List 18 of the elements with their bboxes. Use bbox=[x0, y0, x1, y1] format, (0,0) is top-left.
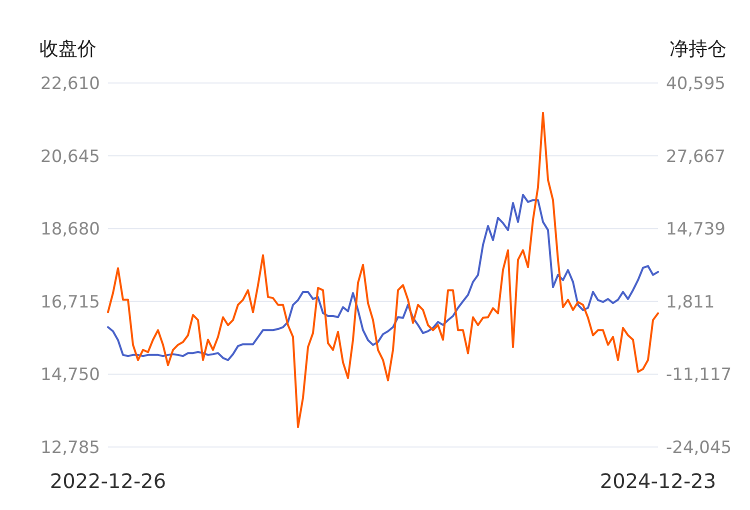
y2-tick-label: 1,811 bbox=[666, 292, 715, 312]
y-tick-label: 18,680 bbox=[40, 220, 100, 240]
y2-tick-label: -11,117 bbox=[666, 365, 732, 386]
y-axis-title: 收盘价 bbox=[40, 38, 96, 60]
y-tick-label: 22,610 bbox=[40, 74, 100, 94]
line-series bbox=[107, 194, 659, 362]
x-tick-label: 2022-12-26 bbox=[50, 469, 166, 493]
line-series bbox=[107, 112, 659, 428]
y2-tick-label: 14,739 bbox=[666, 220, 726, 240]
y-tick-label: 20,645 bbox=[40, 146, 100, 167]
y-tick-label: 16,715 bbox=[40, 292, 100, 312]
y2-tick-label: 40,595 bbox=[666, 74, 726, 94]
x-tick-label: 2024-12-23 bbox=[600, 469, 716, 493]
y-tick-label: 12,785 bbox=[40, 438, 100, 458]
y2-axis-title: 净持仓 bbox=[670, 38, 726, 60]
y2-tick-label: -24,045 bbox=[666, 438, 732, 458]
y-tick-label: 14,750 bbox=[40, 365, 100, 386]
y2-tick-label: 27,667 bbox=[666, 146, 726, 167]
